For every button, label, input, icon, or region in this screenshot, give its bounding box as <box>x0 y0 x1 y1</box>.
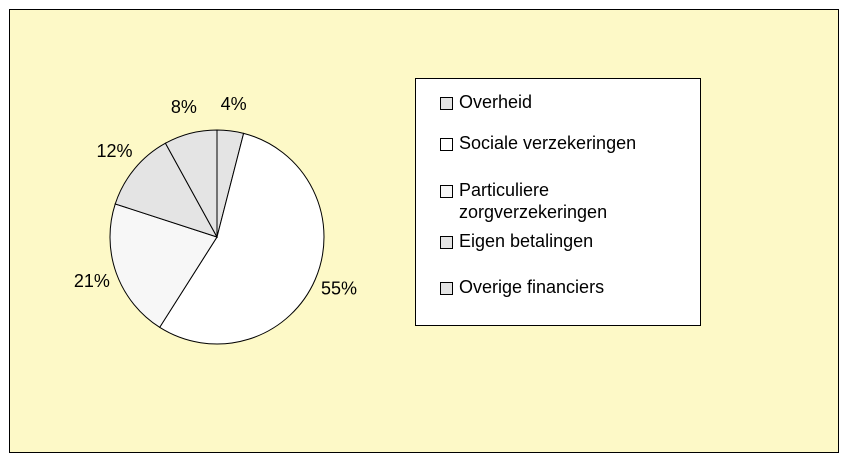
legend-label: Particuliere zorgverzekeringen <box>459 180 608 222</box>
legend-swatch <box>440 236 453 249</box>
legend: Overheid Sociale verzekeringen Particulier… <box>415 78 701 326</box>
legend-swatch <box>440 282 453 295</box>
legend-swatch <box>440 185 453 198</box>
legend-item: Overheid <box>440 91 690 113</box>
legend-item: Overige financiers <box>440 276 690 298</box>
data-label: 55% <box>321 279 357 299</box>
legend-swatch <box>440 97 453 110</box>
pie-slice <box>109 203 218 329</box>
legend-item: Eigen betalingen <box>440 230 690 252</box>
data-label: 21% <box>74 271 110 291</box>
data-label: 4% <box>221 94 247 114</box>
legend-swatch <box>440 138 453 151</box>
pie-slice <box>164 129 218 238</box>
data-label: 8% <box>171 97 197 117</box>
legend-label: Eigen betalingen <box>459 231 594 251</box>
data-label: 12% <box>97 141 133 161</box>
pie-slice <box>114 142 219 238</box>
legend-label: Overheid <box>459 92 533 112</box>
legend-item: Particuliere zorgverzekeringen <box>440 179 690 223</box>
legend-item: Sociale verzekeringen <box>440 132 690 154</box>
legend-label: Overige financiers <box>459 277 605 297</box>
legend-label: Sociale verzekeringen <box>459 133 637 153</box>
pie-slice <box>158 132 325 345</box>
